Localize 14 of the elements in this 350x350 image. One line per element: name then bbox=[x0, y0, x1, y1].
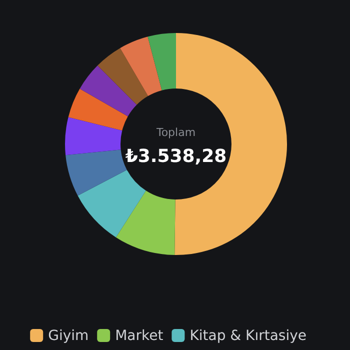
donut-slice bbox=[66, 150, 127, 196]
donut-slice bbox=[116, 190, 176, 255]
donut-slice bbox=[68, 88, 128, 131]
donut-slice bbox=[98, 48, 148, 105]
legend-label: Market bbox=[115, 328, 164, 344]
legend-label: Giyim bbox=[48, 328, 89, 344]
donut-slice bbox=[120, 36, 162, 96]
text: ₺3.538,28 bbox=[125, 146, 227, 167]
legend-label: Kitap & Kırtasiye bbox=[190, 328, 307, 344]
text: Toplam bbox=[155, 126, 196, 139]
donut-slice bbox=[148, 33, 176, 90]
donut-slice bbox=[65, 117, 122, 156]
donut-slice bbox=[78, 170, 146, 238]
donut-slice bbox=[80, 66, 137, 116]
